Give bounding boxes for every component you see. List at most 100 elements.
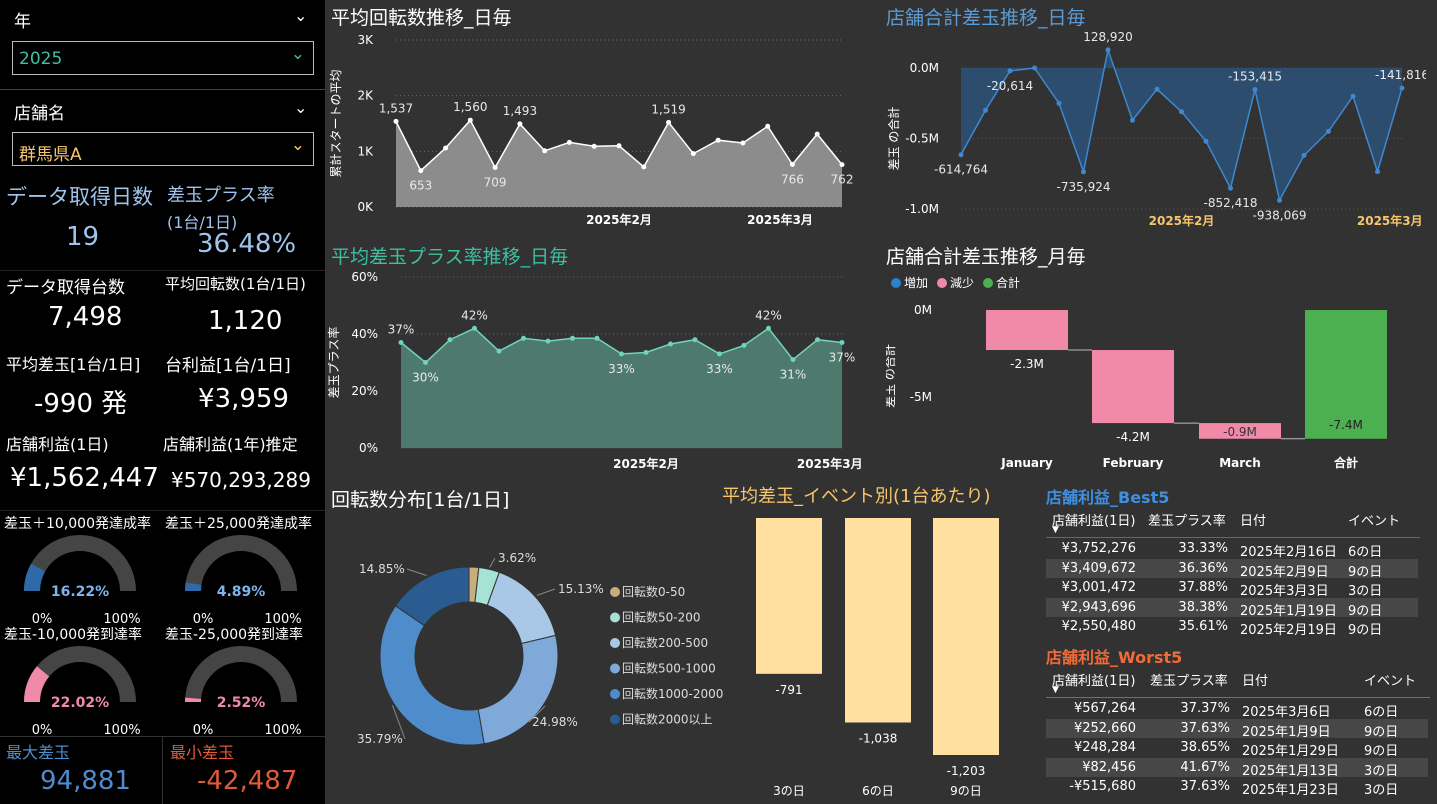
table-row[interactable]: ¥3,752,276 33.33% 2025年2月16日 6の日 (1046, 539, 1418, 560)
data-point (1081, 169, 1086, 175)
avg-diff-label: 平均差玉[1台/1日] (6, 355, 141, 374)
table-row[interactable]: ¥2,550,480 35.61% 2025年2月19日 9の日 (1046, 617, 1418, 638)
column-header[interactable]: 差玉プラス率 (1148, 514, 1226, 529)
data-point (570, 335, 575, 341)
store-profit-label: 店舗利益(1日) (6, 435, 109, 454)
data-label: -938,069 (1253, 208, 1307, 222)
gauge-value: 2.52% (217, 695, 266, 711)
gauge-fill (24, 563, 46, 592)
table-row[interactable]: ¥3,409,672 36.36% 2025年2月9日 9の日 (1046, 558, 1418, 580)
table-cell: ¥2,943,696 (1061, 599, 1136, 615)
table-row[interactable]: ¥567,264 37.37% 2025年3月6日 6の日 (1046, 699, 1428, 720)
table-cell: ¥3,001,472 (1061, 580, 1136, 595)
table-row[interactable]: ¥248,284 38.65% 2025年1月29日 9の日 (1046, 738, 1428, 759)
table-row[interactable]: ¥3,001,472 37.88% 2025年3月3日 3の日 (1046, 578, 1418, 599)
data-point (521, 335, 526, 341)
plus-rate-daily-chart: 0% 20% 40% 60% 差玉プラス率 37% 30% 42% 33% 33% 42% 31% 37… (326, 270, 863, 471)
chevron-down-icon[interactable]: ⌄ (294, 6, 308, 25)
waterfall-bar (986, 310, 1068, 351)
y-tick-label: -0.5M (905, 132, 939, 146)
data-point (1007, 68, 1013, 74)
column-header[interactable]: 店舗利益(1日) (1052, 674, 1136, 689)
gauge: 16.22% 0% 100% (24, 535, 141, 627)
column-header[interactable]: 差玉プラス率 (1150, 674, 1228, 689)
data-label: 3.62% (498, 551, 536, 565)
x-tick-label: 2025年2月 (1149, 213, 1215, 228)
event-bar (845, 518, 911, 723)
data-point (1056, 100, 1062, 106)
data-label: -614,764 (934, 163, 988, 177)
data-point (1130, 117, 1135, 123)
data-label: 128,920 (1083, 30, 1133, 44)
data-point (1105, 47, 1111, 53)
gauge-min: 0% (193, 723, 214, 738)
store-slicer-label: 店舗名 (14, 104, 65, 124)
y-tick-label: 0K (357, 200, 374, 214)
column-header[interactable]: イベント (1364, 674, 1417, 689)
data-point (740, 140, 746, 146)
data-point (666, 119, 672, 125)
avg-diff-value: -990 発 (34, 389, 128, 419)
column-header[interactable]: 店舗利益(1日) (1052, 514, 1136, 529)
data-point (1032, 65, 1037, 71)
legend-label: 回転数2000以上 (622, 712, 713, 727)
spin-dist-title: 回転数分布[1台/1日] (331, 489, 510, 511)
gauge-min: 0% (32, 723, 53, 738)
gauge-track (185, 646, 297, 703)
data-point (472, 325, 477, 331)
gauge: 2.52%0% 100% (184, 646, 302, 738)
worst5-table: 店舗利益(1日) 差玉プラス率 日付 イベント ▼ ¥567,264 37.37% 2025年… (1046, 668, 1430, 798)
data-label: -1,038 (859, 731, 898, 745)
table-cell: 9の日 (1364, 724, 1399, 740)
data-label: -791 (775, 683, 802, 697)
table-row[interactable]: -¥515,680 37.63% 2025年1月23日 3の日 (1046, 777, 1428, 798)
data-label: -153,415 (1228, 70, 1282, 84)
data-label: -20,614 (987, 79, 1033, 93)
sort-descending-icon[interactable]: ▼ (1052, 685, 1059, 695)
spins-daily-title: 平均回転数推移_日毎 (331, 7, 512, 29)
data-label: 42% (755, 308, 782, 322)
chevron-down-icon: ⌄ (290, 135, 305, 155)
data-label: -735,924 (1057, 180, 1111, 194)
table-row[interactable]: ¥252,660 37.63% 2025年1月9日 9の日 (1046, 718, 1428, 740)
store-profit-year-label: 店舗利益(1年)推定 (163, 435, 298, 454)
column-header[interactable]: 日付 (1242, 674, 1269, 689)
data-point (517, 121, 523, 127)
diff-monthly-title: 店舗合計差玉推移_月毎 (886, 246, 1086, 268)
data-point (1326, 128, 1331, 134)
days-value: 19 (66, 222, 100, 252)
divider (0, 89, 325, 90)
data-label: 709 (484, 176, 507, 190)
x-tick-label: 2025年2月 (613, 456, 679, 471)
gauge-fill (24, 666, 50, 703)
donut-slice (379, 605, 485, 746)
data-label: -852,418 (1204, 196, 1258, 210)
gauge-max: 100% (103, 723, 140, 738)
column-header[interactable]: イベント (1348, 514, 1401, 529)
column-header[interactable]: 日付 (1240, 514, 1267, 529)
x-tick-label: 3の日 (773, 784, 805, 798)
data-point (447, 337, 453, 343)
store-dropdown[interactable]: 群馬県A ⌄ (12, 132, 314, 166)
y-tick-label: 20% (351, 384, 378, 398)
left-panel: 年 ⌄ 2025 ⌄ 店舗名 ⌄ 群馬県A ⌄ データ取得日数 19 差玉プラス… (0, 0, 325, 804)
data-point (1228, 185, 1233, 191)
data-point (641, 164, 647, 170)
year-dropdown[interactable]: 2025 ⌄ (12, 41, 314, 75)
unit-profit-value: ¥3,959 (198, 384, 289, 414)
table-cell: -¥515,680 (1069, 779, 1136, 794)
event-bar (933, 518, 999, 755)
x-tick-label: 合計 (1334, 455, 1358, 470)
chevron-down-icon[interactable]: ⌄ (294, 98, 308, 117)
sort-descending-icon[interactable]: ▼ (1052, 525, 1059, 535)
gauge: 4.89%0% 100% (185, 535, 302, 627)
table-row[interactable]: ¥82,456 41.67% 2025年1月13日 3の日 (1046, 757, 1428, 779)
donut-slice (486, 571, 557, 645)
table-row[interactable]: ¥2,943,696 38.38% 2025年1月19日 9の日 (1046, 597, 1418, 619)
data-point (398, 340, 404, 345)
data-point (1375, 169, 1380, 175)
table-cell: ¥3,409,672 (1061, 560, 1136, 576)
table-cell: ¥82,456 (1082, 759, 1136, 775)
data-point (715, 137, 721, 143)
gauge-value: 22.02% (51, 695, 109, 711)
